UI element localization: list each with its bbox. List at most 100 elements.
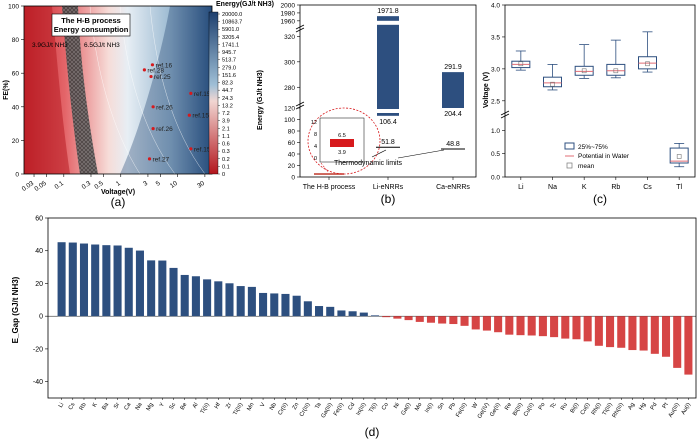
a-xtick-label: 3 xyxy=(142,180,149,188)
d-xtick-label: Hf xyxy=(214,402,222,410)
axis-break xyxy=(295,104,305,110)
ref-point xyxy=(150,63,155,67)
hb-band xyxy=(62,6,98,174)
egap-bar xyxy=(628,316,637,351)
colorbar-tick-label: 10863.7 xyxy=(222,20,242,26)
d-xtick-label: Rh(I) xyxy=(591,402,603,416)
axis-break xyxy=(295,101,305,107)
d-xtick-label: Zn xyxy=(292,402,301,411)
egap-bar xyxy=(203,279,212,317)
d-xtick-label: Hg xyxy=(638,402,647,411)
b-ytick-label: 80 xyxy=(288,129,296,136)
ref-label: ref.26 xyxy=(156,126,173,133)
inset-tick-label: 4 xyxy=(314,144,317,150)
ref-point xyxy=(187,113,191,117)
colorbar-tick-label: 3205.4 xyxy=(222,35,239,41)
b-range-high-label: 1971.8 xyxy=(377,8,399,15)
ref-label: ref.28 xyxy=(147,67,164,74)
b-ytick-label: 0 xyxy=(291,175,295,182)
inset-tick-label: 0 xyxy=(314,156,317,162)
b-ytick-label: 1980 xyxy=(281,10,296,17)
b-range-bar xyxy=(377,16,399,116)
ref-point xyxy=(142,68,146,72)
egap-bar xyxy=(102,245,111,317)
ref-label: ref.15 xyxy=(192,113,209,120)
d-xtick-label: Ga(I) xyxy=(401,402,413,416)
b-range-bar xyxy=(314,173,344,175)
c-xtick-label: K xyxy=(582,184,587,191)
callout-line-1: The H-B process xyxy=(61,16,121,25)
panel-c-legend: 25%~75% Potential in Water mean xyxy=(564,142,630,170)
colorbar-tick-label: 0.1 xyxy=(222,164,230,170)
colorbar-tick-label: 151.6 xyxy=(222,73,236,79)
b-ytick-label: 60 xyxy=(288,140,296,147)
d-xtick-label: Po xyxy=(538,402,547,411)
egap-bar xyxy=(292,295,301,317)
a-ytick-label: 20 xyxy=(12,138,20,145)
egap-bar xyxy=(326,306,335,317)
d-xtick-label: Ge(II) xyxy=(489,402,502,418)
panel-c-ylabel: Voltage (V) xyxy=(483,72,490,108)
panel-b-ylabel: Energy (GJ/t NH3) xyxy=(257,70,264,130)
d-xtick-label: Ca xyxy=(124,401,133,411)
c-xtick-label: Rb xyxy=(611,184,620,191)
d-xtick-label: Zr xyxy=(225,402,233,410)
axis-break xyxy=(500,113,510,119)
d-xtick-label: Ag xyxy=(627,402,636,411)
ref-label: ref.25 xyxy=(154,74,171,81)
d-xtick-label: Ti(II) xyxy=(200,402,211,415)
ref-point xyxy=(189,147,193,151)
c-ytick-label: 3.0 xyxy=(491,66,500,73)
inset-tick-label: 12 xyxy=(311,120,317,126)
d-xtick-label: Fe(III) xyxy=(455,402,468,418)
d-ytick-label: -40 xyxy=(33,379,43,386)
egap-bar xyxy=(191,276,200,317)
ref-label: ref.27 xyxy=(153,156,170,163)
b-ytick-label: 2000 xyxy=(281,3,296,10)
egap-bar xyxy=(247,286,256,317)
colorbar-tick-label: 24.3 xyxy=(222,96,233,102)
colorbar-tick-label: 0.2 xyxy=(222,157,230,163)
c-ytick-label: 1.0 xyxy=(491,128,500,135)
egap-bar xyxy=(538,316,547,337)
heatmap-deep-red xyxy=(24,6,70,174)
axis-break xyxy=(500,110,510,116)
b-range-low-label: 204.4 xyxy=(444,111,462,118)
ref-point xyxy=(147,157,152,161)
egap-bar xyxy=(494,316,503,333)
d-xtick-label: Be xyxy=(180,402,189,411)
egap-bar xyxy=(68,242,77,317)
egap-bar xyxy=(180,274,189,317)
d-xtick-label: W xyxy=(472,402,480,410)
a-xtick-label: 1 xyxy=(115,180,122,188)
thermo-text: Thermodynamic limits xyxy=(334,160,403,167)
egap-bar xyxy=(583,316,592,342)
c-ytick-label: 4.0 xyxy=(491,3,500,10)
egap-bar xyxy=(337,310,346,317)
colorbar-tick-label: 1741.1 xyxy=(222,42,239,48)
contour-line xyxy=(149,6,206,174)
ref-label: ref.16 xyxy=(155,62,172,69)
d-xtick-label: Co xyxy=(381,402,390,411)
axis-break xyxy=(295,24,305,30)
d-xtick-label: Ru xyxy=(560,402,569,411)
colorbar-tick-label: 82.3 xyxy=(222,81,233,87)
d-xtick-label: Sc xyxy=(169,402,178,411)
a-ytick-label: 100 xyxy=(8,4,19,11)
egap-bar xyxy=(135,250,144,317)
legend-mean-label: mean xyxy=(578,163,595,170)
heatmap-deep-blue xyxy=(120,6,212,174)
panel-d-frame xyxy=(47,217,697,399)
d-xtick-label: Rh(III) xyxy=(612,402,625,419)
d-ytick-label: -20 xyxy=(33,346,43,353)
panel-c-caption: (c) xyxy=(593,192,607,206)
b-ytick-label: 320 xyxy=(284,34,295,41)
b-range-low-label: 106.4 xyxy=(379,119,397,126)
d-xtick-label: Ta xyxy=(315,401,324,410)
colorbar-tick-label: 1.1 xyxy=(222,134,230,140)
a-ytick-label: 60 xyxy=(12,71,20,78)
colorbar-tick-label: 945.7 xyxy=(222,50,236,56)
